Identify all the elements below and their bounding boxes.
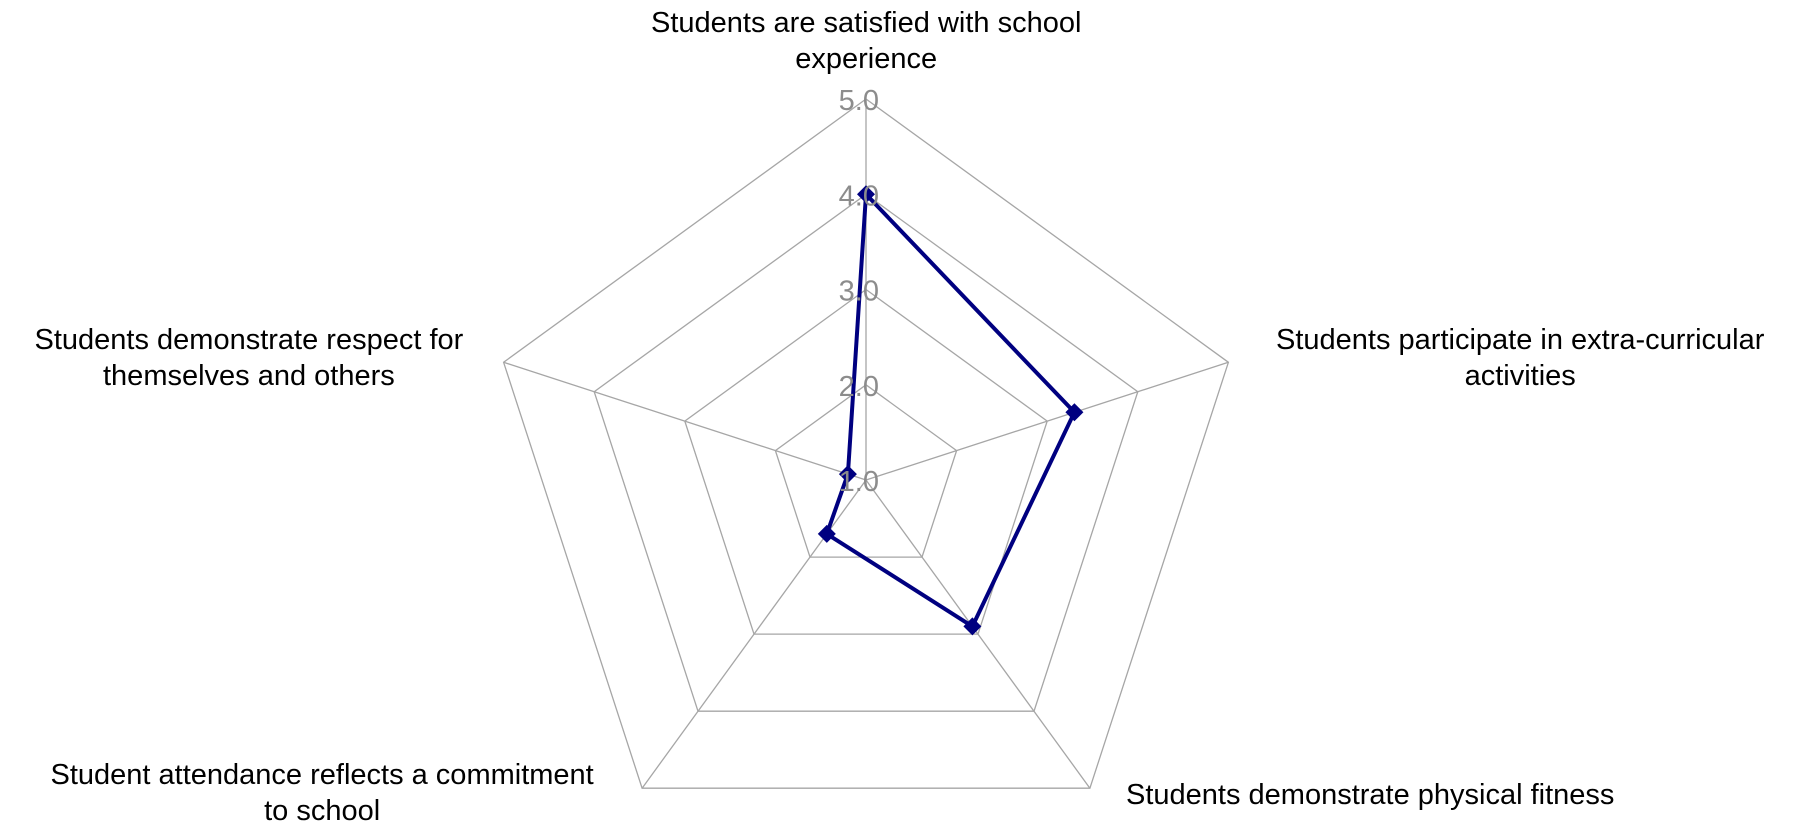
radar-tick-labels: 1.0 2.0 3.0 4.0 5.0 (839, 85, 879, 498)
axis-label-line: Students demonstrate respect for (34, 324, 464, 356)
grid-ring-5.0 (502, 98, 1230, 789)
axis-label-line: themselves and others (103, 360, 395, 392)
grid-ring-3.0 (684, 288, 1048, 635)
axis-label-line: Students participate in extra-curricular (1276, 324, 1765, 356)
data-point-2 (1065, 403, 1084, 422)
axis-label-line: experience (795, 43, 938, 75)
axis-label-extracurricular: Students participate in extra-curricular… (1276, 322, 1764, 394)
axis-label-line: Student attendance reflects a commitment (50, 759, 594, 791)
tick-label-2: 2.0 (839, 371, 879, 403)
axis-label-respect: Students demonstrate respect for themsel… (35, 322, 464, 394)
data-point-3 (963, 617, 982, 636)
axis-label-satisfaction: Students are satisfied with school exper… (651, 5, 1081, 77)
axis-label-line: to school (264, 795, 381, 827)
grid-spoke-5 (503, 361, 867, 481)
grid-spoke-2 (865, 361, 1229, 481)
tick-label-4: 4.0 (839, 180, 879, 212)
radar-series (817, 185, 1084, 636)
axis-label-fitness: Students demonstrate physical fitness (1126, 777, 1614, 813)
data-point-4 (817, 524, 836, 543)
tick-label-5: 5.0 (839, 85, 879, 117)
tick-label-3: 3.0 (839, 276, 879, 308)
tick-label-1: 1.0 (839, 466, 879, 498)
series-line (824, 192, 1077, 629)
grid-spoke-3 (865, 479, 1091, 789)
grid-ring-4.0 (593, 193, 1139, 712)
axis-label-line: activities (1464, 360, 1576, 392)
axis-label-line: Students are satisfied with school (651, 7, 1082, 39)
axis-label-attendance: Student attendance reflects a commitment… (51, 757, 594, 829)
data-point-5 (838, 465, 857, 484)
radar-grid (502, 98, 1230, 789)
axis-label-line: Students demonstrate physical fitness (1126, 779, 1615, 811)
data-point-1 (857, 185, 875, 204)
